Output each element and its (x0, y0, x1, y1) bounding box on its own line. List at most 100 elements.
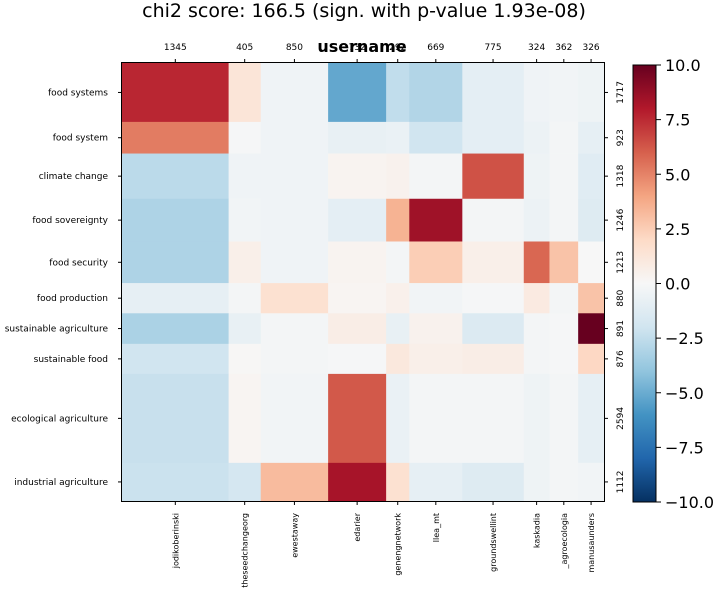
heatmap-cell-5-5 (409, 283, 463, 314)
heatmap-cell-5-3 (328, 283, 387, 314)
heatmap-cell-6-5 (409, 313, 463, 345)
heatmap-cell-7-5 (409, 343, 463, 375)
heatmap-cell-1-8 (549, 121, 579, 154)
x-axis-label: username (317, 37, 407, 56)
row-count-label: 876 (616, 350, 626, 367)
column-label: genengnetwork (394, 513, 403, 576)
colorbar-tick-label: 10.0 (665, 56, 701, 75)
colorbar-tick-label: −7.5 (665, 438, 704, 457)
heatmap-cell-5-8 (549, 283, 579, 314)
heatmap-cell-3-6 (462, 198, 525, 242)
heatmap-cell-8-3 (328, 373, 387, 464)
heatmap-cell-2-3 (328, 153, 387, 200)
colorbar-tick-label: 2.5 (665, 220, 690, 239)
row-count-label: 1717 (616, 81, 626, 104)
heatmap-cell-3-7 (523, 198, 550, 242)
heatmap-cell-1-1 (228, 121, 262, 154)
heatmap-cell-1-5 (409, 121, 463, 154)
heatmap-cell-6-7 (523, 313, 550, 345)
heatmap-cell-6-4 (386, 313, 410, 345)
heatmap-cell-2-4 (386, 153, 410, 200)
heatmap-cell-9-6 (462, 462, 525, 502)
heatmap-cell-4-0 (122, 241, 229, 284)
heatmap-cell-6-8 (549, 313, 579, 345)
column-count-label: 292 (389, 43, 406, 53)
heatmap-cell-1-6 (462, 121, 525, 154)
heatmap-cell-4-3 (328, 241, 387, 284)
heatmap-cell-3-5 (409, 198, 463, 242)
row-label: climate change (39, 172, 109, 182)
row-count-label: 1318 (616, 164, 626, 187)
heatmap-cell-6-6 (462, 313, 525, 345)
colorbar: 10.0 7.5 5.0 2.5 0.0 −2.5 −5.0 −7.5 −10.0 (632, 56, 714, 512)
heatmap-cell-5-0 (122, 283, 229, 314)
row-label: food system (53, 134, 108, 144)
heatmap-cells (122, 63, 605, 502)
heatmap-frame (121, 62, 605, 502)
heatmap-cell-3-4 (386, 198, 410, 242)
column-labels: jodikoberinski theseedchangeorg ewestaway e… (171, 501, 596, 588)
column-label: jodikoberinski (171, 513, 180, 569)
heatmap-cell-1-3 (328, 121, 387, 154)
column-label: ewestaway (290, 513, 299, 558)
heatmap-cell-5-4 (386, 283, 410, 314)
heatmap-cell-4-1 (228, 241, 262, 284)
column-label: manusaunders (587, 513, 596, 573)
heatmap-cell-8-9 (578, 373, 605, 464)
column-count-label: 732 (349, 43, 366, 53)
colorbar-tick-label: −2.5 (665, 329, 704, 348)
heatmap-cell-9-1 (228, 462, 262, 502)
heatmap-cell-2-9 (578, 153, 605, 200)
heatmap-cell-2-1 (228, 153, 262, 200)
heatmap-cell-6-2 (260, 313, 329, 345)
heatmap-cell-0-3 (328, 63, 387, 123)
heatmap-cell-9-4 (386, 462, 410, 502)
heatmap-cell-4-2 (260, 241, 329, 284)
heatmap-cell-9-3 (328, 462, 387, 502)
heatmap-cell-7-6 (462, 343, 525, 375)
heatmap-cell-0-0 (122, 63, 229, 123)
heatmap-cell-0-7 (523, 63, 550, 123)
heatmap-cell-9-2 (260, 462, 329, 502)
column-count-label: 775 (484, 43, 501, 53)
heatmap-cell-8-2 (260, 373, 329, 464)
row-label: food systems (48, 88, 108, 98)
column-label: groundswellint (489, 513, 498, 572)
heatmap-cell-0-8 (549, 63, 579, 123)
heatmap-cell-7-2 (260, 343, 329, 375)
heatmap-cell-2-6 (462, 153, 525, 200)
column-label: edarier (353, 512, 362, 541)
row-count-label: 1246 (616, 208, 626, 231)
heatmap-cell-0-4 (386, 63, 410, 123)
heatmap-cell-4-4 (386, 241, 410, 284)
heatmap-cell-6-0 (122, 313, 229, 345)
row-label: ecological agriculture (11, 414, 108, 424)
heatmap-cell-0-1 (228, 63, 262, 123)
heatmap-cell-3-1 (228, 198, 262, 242)
heatmap-cell-7-1 (228, 343, 262, 375)
heatmap-cell-4-8 (549, 241, 579, 284)
heatmap-cell-4-6 (462, 241, 525, 284)
row-count-label: 891 (616, 320, 626, 337)
colorbar-tick-label: 0.0 (665, 275, 690, 294)
heatmap-cell-6-1 (228, 313, 262, 345)
row-count-label: 2594 (616, 407, 626, 430)
heatmap-cell-9-5 (409, 462, 463, 502)
row-label: food sovereignty (32, 216, 108, 226)
heatmap-cell-0-5 (409, 63, 463, 123)
column-count-label: 1345 (164, 43, 187, 53)
column-count-label: 669 (427, 43, 444, 53)
column-label: llea_mt (432, 513, 441, 542)
heatmap-cell-6-3 (328, 313, 387, 345)
heatmap-cell-8-7 (523, 373, 550, 464)
heatmap-cell-3-9 (578, 198, 605, 242)
column-count-label: 405 (236, 43, 253, 53)
column-label: _agroecologia (560, 513, 569, 570)
colorbar-tick-label: −10.0 (665, 493, 714, 512)
heatmap-cell-5-6 (462, 283, 525, 314)
heatmap-cell-7-8 (549, 343, 579, 375)
row-label: food security (49, 258, 108, 268)
row-count-label: 1112 (616, 470, 626, 493)
heatmap-cell-5-2 (260, 283, 329, 314)
